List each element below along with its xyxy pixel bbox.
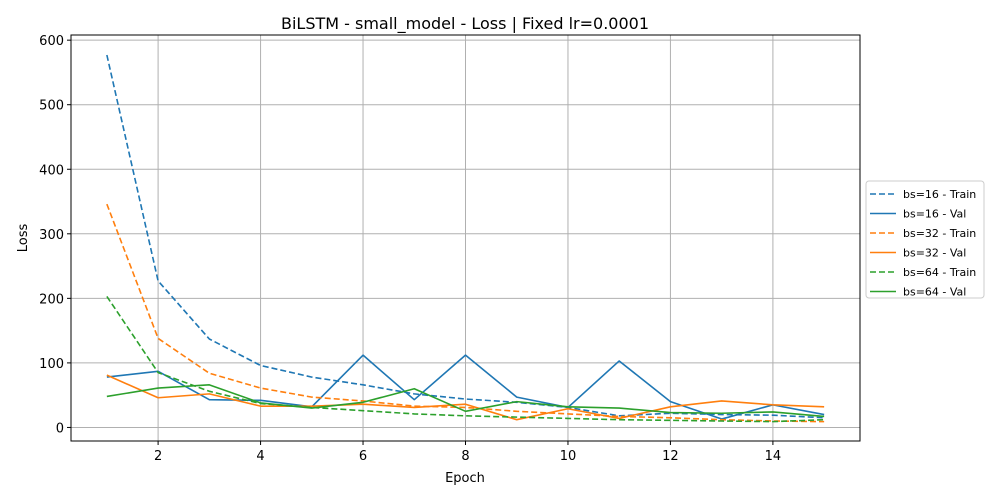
chart-title: BiLSTM - small_model - Loss | Fixed lr=0… — [281, 14, 649, 34]
x-tick-label: 10 — [560, 449, 577, 464]
series-line-bs-16-train — [106, 54, 825, 419]
y-tick-label: 0 — [56, 421, 64, 436]
y-axis-label: Loss — [16, 224, 31, 253]
y-tick-label: 100 — [39, 357, 64, 372]
axis-ticks: 2 4 6 8 10 12 14 0 100 200 300 400 500 600 — [39, 34, 781, 464]
x-tick-label: 14 — [765, 449, 782, 464]
legend-label: bs=64 - Val — [903, 286, 966, 299]
x-tick-label: 12 — [662, 449, 679, 464]
x-tick-label: 2 — [154, 449, 162, 464]
series-line-bs-64-val — [106, 384, 825, 418]
legend-label: bs=32 - Val — [903, 247, 966, 260]
y-tick-label: 200 — [39, 292, 64, 307]
legend-label: bs=16 - Val — [903, 208, 966, 221]
series-line-bs-64-train — [106, 295, 825, 423]
grid — [71, 35, 860, 441]
x-tick-label: 4 — [256, 449, 264, 464]
y-tick-label: 400 — [39, 163, 64, 178]
legend-label: bs=64 - Train — [903, 266, 976, 279]
legend-label: bs=16 - Train — [903, 188, 976, 201]
legend-label: bs=32 - Train — [903, 227, 976, 240]
series-line-bs-32-train — [106, 203, 825, 423]
x-axis-label: Epoch — [445, 471, 485, 486]
series-lines — [106, 54, 825, 423]
x-tick-label: 6 — [359, 449, 367, 464]
y-tick-label: 600 — [39, 34, 64, 49]
x-tick-label: 8 — [461, 449, 469, 464]
y-tick-label: 500 — [39, 99, 64, 114]
y-tick-label: 300 — [39, 228, 64, 243]
legend: bs=16 - Train bs=16 - Val bs=32 - Train bs=… — [865, 180, 985, 299]
series-line-bs-32-val — [106, 374, 825, 421]
legend-frame — [865, 180, 985, 299]
